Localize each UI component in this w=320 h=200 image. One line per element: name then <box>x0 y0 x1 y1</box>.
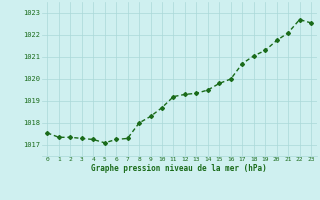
X-axis label: Graphe pression niveau de la mer (hPa): Graphe pression niveau de la mer (hPa) <box>91 164 267 173</box>
